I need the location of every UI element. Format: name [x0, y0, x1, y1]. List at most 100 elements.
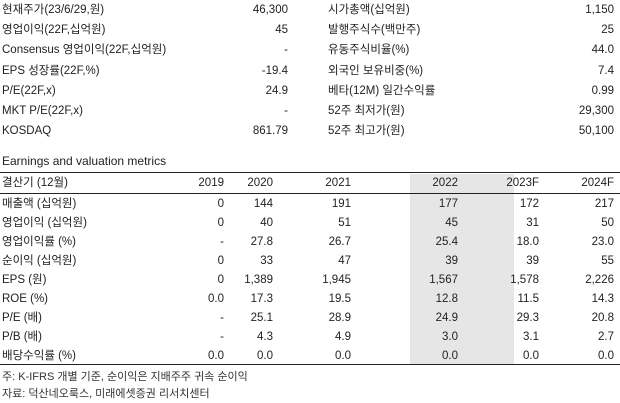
- cell-value: 11.5: [517, 293, 539, 305]
- overview-right-value: 25: [601, 24, 614, 37]
- cell-value: 0: [217, 217, 224, 229]
- table-row: P/B (배) - 4.3 4.9 3.0 3.1 2.7: [0, 328, 620, 347]
- cell-value: 177: [438, 198, 458, 210]
- table-top-rule: [0, 172, 620, 173]
- cell-value: 0.0: [442, 350, 458, 362]
- overview-row: 영업이익(22F,십억원) 45 발행주식수(백만주) 25: [0, 20, 620, 40]
- cell-value: 39: [445, 255, 458, 267]
- table-row: P/E (배) - 25.1 28.9 24.9 29.3 20.8: [0, 309, 620, 328]
- cell-value: 31: [526, 217, 539, 229]
- cell-value: 28.9: [328, 312, 351, 324]
- cell-value: 217: [594, 198, 614, 210]
- cell-value: 2.7: [598, 331, 614, 343]
- header-year: 2020: [247, 177, 273, 189]
- overview-left-value: -: [284, 104, 288, 117]
- overview-row: Consensus 영업이익(22F,십억원) - 유동주식비율(%) 44.0: [0, 40, 620, 60]
- overview-left-label: KOSDAQ: [2, 125, 52, 138]
- footnote: 주: K-IFRS 개별 기준, 순이익은 지배주주 귀속 순이익: [2, 371, 248, 383]
- overview-left-value: 46,300: [252, 4, 288, 16]
- table-header-rule: [0, 193, 620, 194]
- table-row: 매출액 (십억원) 0 144 191 177 172 217: [0, 195, 620, 214]
- overview-right-label: 베타(12M) 일간수익률: [328, 84, 436, 97]
- cell-value: 55: [601, 255, 614, 267]
- overview-row: EPS 성장률(22F,%) -19.4 외국인 보유비중(%) 7.4: [0, 61, 620, 81]
- overview-left-value: -: [284, 44, 288, 57]
- overview-right-label: 52주 최고가(원): [328, 125, 405, 138]
- row-label: ROE (%): [2, 293, 48, 305]
- overview-table: 현재주가(23/6/29,원) 46,300 시가총액(십억원) 1,150 영업이익(…: [0, 0, 620, 141]
- overview-right-label: 발행주식수(백만주): [328, 24, 421, 37]
- cell-value: 39: [526, 255, 539, 267]
- cell-value: 0.0: [523, 350, 539, 362]
- cell-value: 2,226: [585, 274, 614, 286]
- overview-right-value: 1,150: [585, 4, 614, 16]
- cell-value: -: [220, 312, 224, 324]
- row-label: 배당수익률 (%): [2, 350, 76, 362]
- overview-right-value: 7.4: [598, 64, 614, 77]
- cell-value: -: [220, 236, 224, 248]
- overview-right-label: 52주 최저가(원): [328, 104, 405, 117]
- overview-right-value: 0.99: [591, 84, 614, 97]
- table-row: 순이익 (십억원) 0 33 47 39 39 55: [0, 252, 620, 271]
- cell-value: 1,389: [244, 274, 273, 286]
- cell-value: 50: [601, 217, 614, 229]
- cell-value: 0.0: [208, 350, 224, 362]
- cell-value: 51: [338, 217, 351, 229]
- table-row: ROE (%) 0.0 17.3 19.5 12.8 11.5 14.3: [0, 290, 620, 309]
- table-header-row: 결산기 (12월) 2019 2020 2021 2022 2023F 2024F: [0, 174, 620, 193]
- header-year: 2022: [432, 177, 458, 189]
- header-year: 2021: [325, 177, 351, 189]
- cell-value: 0.0: [335, 350, 351, 362]
- table-bottom-rule: [0, 364, 620, 365]
- cell-value: 0: [217, 198, 224, 210]
- overview-right-value: 44.0: [591, 44, 614, 57]
- header-year: 2019: [198, 177, 224, 189]
- cell-value: 17.3: [250, 293, 273, 305]
- cell-value: 172: [519, 198, 539, 210]
- header-year: 2024F: [581, 177, 614, 189]
- cell-value: 0.0: [257, 350, 273, 362]
- row-label: 영업이익 (십억원): [2, 217, 87, 229]
- cell-value: 24.9: [435, 312, 458, 324]
- cell-value: 144: [253, 198, 273, 210]
- overview-right-label: 유동주식비율(%): [328, 44, 410, 57]
- overview-left-value: -19.4: [261, 64, 288, 77]
- source-note: 자료: 덕산네오룩스, 미래에셋증권 리서치센터: [2, 388, 210, 400]
- cell-value: 25.4: [435, 236, 458, 248]
- overview-row: MKT P/E(22F,x) - 52주 최저가(원) 29,300: [0, 101, 620, 121]
- cell-value: 23.0: [591, 236, 614, 248]
- metrics-title: Earnings and valuation metrics: [2, 154, 167, 168]
- overview-left-label: Consensus 영업이익(22F,십억원): [2, 44, 167, 57]
- cell-value: 40: [260, 217, 273, 229]
- overview-left-label: EPS 성장률(22F,%): [2, 64, 100, 77]
- cell-value: -: [220, 331, 224, 343]
- cell-value: 0.0: [208, 293, 224, 305]
- cell-value: 25.1: [250, 312, 273, 324]
- cell-value: 4.9: [335, 331, 351, 343]
- row-label: 순이익 (십억원): [2, 255, 77, 267]
- row-label: 매출액 (십억원): [2, 198, 77, 210]
- table-row: 배당수익률 (%) 0.0 0.0 0.0 0.0 0.0 0.0: [0, 347, 620, 366]
- table-row: EPS (원) 0 1,389 1,945 1,567 1,578 2,226: [0, 271, 620, 290]
- cell-value: 12.8: [435, 293, 458, 305]
- cell-value: 33: [260, 255, 273, 267]
- table-row: 영업이익 (십억원) 0 40 51 45 31 50: [0, 214, 620, 233]
- cell-value: 18.0: [516, 236, 539, 248]
- cell-value: 3.1: [523, 331, 539, 343]
- overview-left-value: 861.79: [252, 125, 288, 138]
- row-label: EPS (원): [2, 274, 47, 286]
- row-label: P/E (배): [2, 312, 42, 324]
- overview-left-label: 현재주가(23/6/29,원): [2, 4, 105, 16]
- header-label: 결산기 (12월): [2, 177, 68, 189]
- overview-right-value: 50,100: [578, 125, 614, 138]
- overview-left-value: 24.9: [265, 84, 288, 97]
- overview-row: 현재주가(23/6/29,원) 46,300 시가총액(십억원) 1,150: [0, 0, 620, 20]
- overview-right-label: 외국인 보유비중(%): [328, 64, 424, 77]
- table-row: 영업이익률 (%) - 27.8 26.7 25.4 18.0 23.0: [0, 233, 620, 252]
- overview-row: P/E(22F,x) 24.9 베타(12M) 일간수익률 0.99: [0, 81, 620, 101]
- cell-value: 20.8: [591, 312, 614, 324]
- overview-right-label: 시가총액(십억원): [328, 4, 410, 16]
- overview-right-value: 29,300: [578, 104, 614, 117]
- overview-left-value: 45: [275, 24, 288, 37]
- header-year: 2023F: [506, 177, 539, 189]
